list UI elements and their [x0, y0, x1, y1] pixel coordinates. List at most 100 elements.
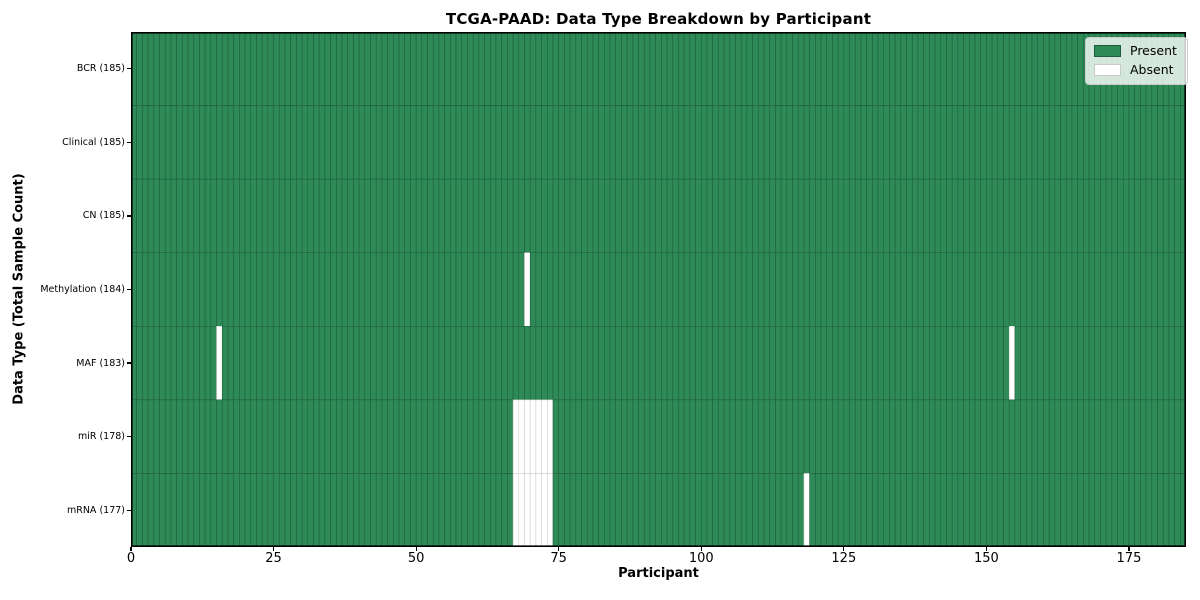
- heatmap-cell: [136, 178, 143, 253]
- heatmap-cell: [706, 326, 713, 401]
- heatmap-cell: [341, 326, 348, 401]
- heatmap-cell: [518, 105, 525, 180]
- heatmap-cell: [763, 399, 770, 474]
- heatmap-cell: [501, 105, 508, 180]
- heatmap-cell: [176, 326, 183, 401]
- heatmap-cell: [153, 32, 160, 106]
- heatmap-cell: [244, 326, 252, 401]
- heatmap-cell: [233, 178, 240, 253]
- heatmap-cell: [575, 326, 582, 401]
- heatmap-cell: [330, 105, 337, 180]
- heatmap-cell: [187, 399, 195, 474]
- heatmap-cell: [826, 399, 833, 474]
- heatmap-cell: [809, 252, 816, 327]
- legend: Present Absent: [1085, 37, 1188, 85]
- heatmap-cell: [860, 105, 867, 180]
- heatmap-cell: [387, 32, 394, 106]
- heatmap-cell: [193, 105, 200, 180]
- heatmap-cell: [906, 32, 913, 106]
- heatmap-cell: [484, 105, 491, 180]
- heatmap-cell: [655, 252, 662, 327]
- heatmap-cell: [780, 105, 788, 180]
- heatmap-cell: [159, 178, 166, 253]
- heatmap-cell: [621, 105, 628, 180]
- heatmap-cell: [735, 32, 742, 106]
- heatmap-cell: [296, 32, 303, 106]
- heatmap-cell: [347, 252, 354, 327]
- heatmap-cell: [1026, 399, 1033, 474]
- heatmap-cell: [187, 326, 195, 401]
- heatmap-cell: [598, 105, 605, 180]
- y-axis-label: Data Type (Total Sample Count): [11, 173, 27, 405]
- heatmap-cell: [729, 105, 736, 180]
- heatmap-cell: [461, 105, 468, 180]
- heatmap-cell: [410, 178, 417, 253]
- heatmap-cell: [769, 326, 776, 401]
- heatmap-cell: [991, 326, 999, 401]
- heatmap-cell: [1128, 399, 1135, 474]
- heatmap-cell: [632, 252, 639, 327]
- heatmap-cell: [729, 326, 736, 401]
- heatmap-cell: [723, 178, 731, 253]
- heatmap-cell: [940, 399, 947, 474]
- heatmap-cell: [951, 178, 959, 253]
- heatmap-cell: [284, 178, 291, 253]
- heatmap-cell: [444, 326, 451, 401]
- heatmap-cell: [227, 473, 234, 547]
- heatmap-cell: [592, 326, 599, 401]
- heatmap-cell: [689, 178, 696, 253]
- heatmap-cell: [655, 105, 662, 180]
- heatmap-cell: [1157, 399, 1164, 474]
- heatmap-cell: [877, 326, 885, 401]
- heatmap-cell: [256, 473, 263, 547]
- heatmap-cell: [210, 178, 217, 253]
- heatmap-cell: [307, 399, 314, 474]
- heatmap-cell: [393, 178, 400, 253]
- heatmap-cell: [1077, 326, 1084, 401]
- heatmap-cell: [472, 252, 480, 327]
- heatmap-cell: [1174, 105, 1181, 180]
- heatmap-cell: [427, 178, 434, 253]
- heatmap-cell: [843, 105, 850, 180]
- heatmap-cell: [330, 252, 337, 327]
- heatmap-cell: [621, 32, 628, 106]
- heatmap-cell: [700, 326, 708, 401]
- heatmap-cell: [581, 473, 588, 547]
- heatmap-cell: [826, 178, 833, 253]
- heatmap-cell: [393, 326, 400, 401]
- heatmap-cell: [1065, 473, 1073, 547]
- heatmap-cell: [147, 105, 155, 180]
- heatmap-cell: [1020, 473, 1027, 547]
- heatmap-cell: [404, 178, 411, 253]
- heatmap-cell: [1020, 32, 1027, 106]
- heatmap-cell: [792, 32, 799, 106]
- heatmap-cell: [1031, 252, 1039, 327]
- heatmap-cell: [518, 399, 525, 474]
- x-tick-label: 75: [550, 551, 567, 566]
- heatmap-cell: [854, 178, 862, 253]
- heatmap-cell: [986, 178, 993, 253]
- heatmap-cell: [643, 178, 651, 253]
- heatmap-cell: [261, 32, 269, 106]
- heatmap-cell: [672, 105, 679, 180]
- heatmap-cell: [1128, 326, 1135, 401]
- heatmap-cell: [1094, 399, 1101, 474]
- heatmap-cell: [911, 252, 919, 327]
- heatmap-cell: [649, 399, 656, 474]
- heatmap-cell: [1043, 105, 1050, 180]
- heatmap-cell: [495, 326, 502, 401]
- x-tick-label: 150: [973, 551, 999, 566]
- heatmap-cell: [313, 252, 320, 327]
- heatmap-cell: [438, 32, 445, 106]
- heatmap-cell: [1031, 32, 1039, 106]
- x-tick-mark: [272, 547, 275, 551]
- heatmap-cell: [706, 473, 713, 547]
- heatmap-cell: [643, 252, 651, 327]
- heatmap-cell: [512, 105, 520, 180]
- heatmap-cell: [695, 32, 702, 106]
- heatmap-cell: [541, 105, 548, 180]
- heatmap-cell: [911, 178, 919, 253]
- heatmap-cell: [906, 473, 913, 547]
- heatmap-cell: [980, 105, 987, 180]
- heatmap-cell: [1100, 252, 1107, 327]
